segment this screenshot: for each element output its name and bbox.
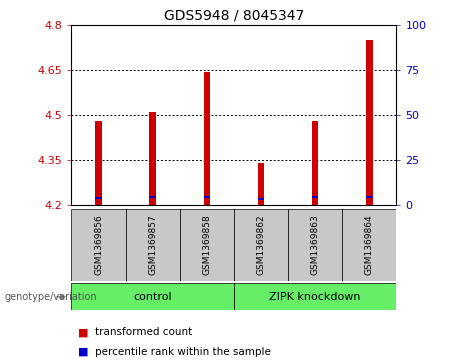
Text: ZIPK knockdown: ZIPK knockdown: [270, 292, 361, 302]
Bar: [125, 209, 180, 281]
Text: GSM1369858: GSM1369858: [202, 215, 212, 276]
Text: control: control: [133, 292, 172, 302]
Text: GSM1369857: GSM1369857: [148, 215, 157, 276]
Title: GDS5948 / 8045347: GDS5948 / 8045347: [164, 9, 304, 23]
Text: GSM1369862: GSM1369862: [256, 215, 266, 276]
Bar: [149, 196, 156, 197]
Bar: [95, 121, 102, 205]
Bar: [95, 197, 102, 199]
Bar: [258, 198, 264, 200]
Text: percentile rank within the sample: percentile rank within the sample: [95, 347, 271, 357]
Bar: [342, 209, 396, 281]
Bar: [312, 196, 319, 198]
Bar: [71, 209, 125, 281]
Bar: [180, 209, 234, 281]
Bar: [234, 283, 396, 310]
Text: GSM1369856: GSM1369856: [94, 215, 103, 276]
Text: GSM1369863: GSM1369863: [311, 215, 320, 276]
Text: transformed count: transformed count: [95, 327, 192, 337]
Text: GSM1369864: GSM1369864: [365, 215, 374, 276]
Bar: [288, 209, 342, 281]
Bar: [366, 196, 372, 197]
Bar: [366, 40, 372, 205]
Text: genotype/variation: genotype/variation: [5, 292, 97, 302]
Bar: [258, 163, 264, 205]
Bar: [149, 112, 156, 205]
Bar: [204, 72, 210, 205]
Bar: [234, 209, 288, 281]
Bar: [71, 283, 234, 310]
Bar: [204, 196, 210, 198]
Text: ■: ■: [78, 327, 89, 337]
Text: ■: ■: [78, 347, 89, 357]
Bar: [312, 121, 319, 205]
